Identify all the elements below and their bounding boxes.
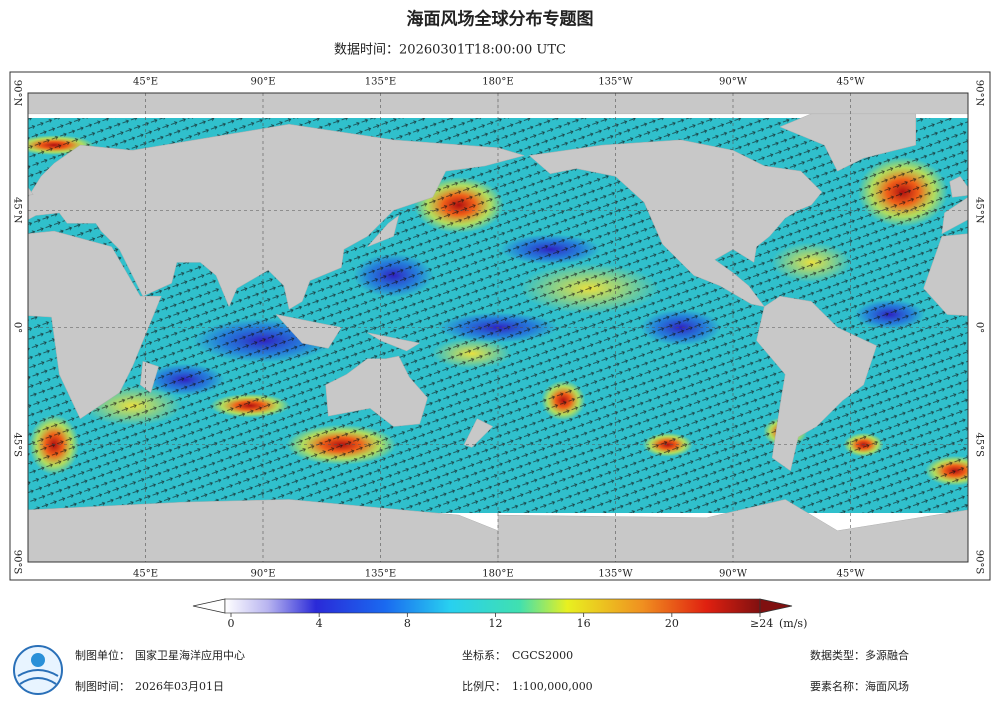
lon-label-bottom: 180°E xyxy=(482,569,513,580)
footer-value: 1:100,000,000 xyxy=(512,680,593,693)
land-mass xyxy=(497,93,968,115)
lat-label-left: 90°S xyxy=(12,550,23,575)
footer-label: 要素名称： xyxy=(810,679,865,693)
lon-label-bottom: 45°W xyxy=(836,569,865,580)
lon-label-top: 45°E xyxy=(133,77,158,88)
lon-label-bottom: 135°W xyxy=(598,569,633,580)
map-body xyxy=(28,93,968,562)
logo xyxy=(13,645,63,695)
footer-label: 数据类型： xyxy=(810,648,865,662)
footer-value: CGCS2000 xyxy=(512,649,573,662)
lon-label-bottom: 45°E xyxy=(133,569,158,580)
subtitle: 数据时间：20260301T18:00:00 UTC xyxy=(334,43,566,58)
land-mass xyxy=(497,499,968,562)
colorbar-tick-label: 20 xyxy=(665,617,679,630)
title: 海面风场全球分布专题图 xyxy=(407,9,594,30)
footer-value: 多源融合 xyxy=(865,648,909,662)
footer-value: 2026年03月01日 xyxy=(135,679,224,693)
colorbar-over xyxy=(759,598,793,614)
colorbar-tick-label: 4 xyxy=(316,617,323,630)
land-mass xyxy=(941,196,968,235)
colorbar-tick-label: ≥24 xyxy=(750,617,773,630)
lat-label-right: 90°S xyxy=(974,550,985,575)
footer-label: 坐标系： xyxy=(462,648,506,662)
land-mass xyxy=(367,214,400,247)
footer-value: 海面风场 xyxy=(865,679,909,693)
footer-label: 制图单位： xyxy=(75,648,130,662)
land-mass xyxy=(28,230,162,420)
colorbar-unit: (m/s) xyxy=(779,617,807,630)
lat-label-right: 45°N xyxy=(974,197,985,224)
lon-label-top: 135°W xyxy=(598,77,633,88)
land-mass xyxy=(28,186,34,196)
outer-frame xyxy=(9,71,991,581)
lon-label-bottom: 90°W xyxy=(719,569,748,580)
lon-label-top: 90°W xyxy=(719,77,748,88)
land xyxy=(28,93,968,562)
colorbar: (m/s) xyxy=(192,598,807,630)
lat-label-right: 90°N xyxy=(974,80,985,107)
lon-label-top: 45°W xyxy=(836,77,865,88)
land-mass xyxy=(949,176,968,198)
land-mass xyxy=(325,355,428,427)
colorbar-tick-label: 0 xyxy=(228,617,235,630)
lon-label-top: 90°E xyxy=(250,77,275,88)
footer-value: 国家卫星海洋应用中心 xyxy=(135,648,245,662)
lat-label-right: 45°S xyxy=(974,432,985,457)
lat-label-left: 90°N xyxy=(12,80,23,107)
land-mass xyxy=(28,93,499,115)
map-frame xyxy=(27,92,969,563)
lat-label-right: 0° xyxy=(974,322,985,333)
land-mass xyxy=(756,295,877,472)
lat-label-left: 45°N xyxy=(12,197,23,224)
lon-label-top: 180°E xyxy=(482,77,513,88)
lon-label-bottom: 135°E xyxy=(365,569,396,580)
lat-label-left: 0° xyxy=(12,322,23,333)
colorbar-tick-label: 16 xyxy=(577,617,591,630)
land-mass xyxy=(275,314,342,349)
footer-label: 比例尺： xyxy=(462,679,506,693)
graticule xyxy=(28,93,968,562)
footer-label: 制图时间： xyxy=(75,680,130,693)
land-mass xyxy=(140,361,159,394)
colorbar-tick-label: 12 xyxy=(489,617,503,630)
lat-label-left: 45°S xyxy=(12,432,23,457)
footer: 制图单位： 国家卫星海洋应用中心 坐标系： CGCS2000 数据类型： 多源融合制图时间… xyxy=(75,648,909,693)
colorbar-ramp xyxy=(224,598,761,614)
land-mass xyxy=(923,233,968,316)
lon-label-bottom: 90°E xyxy=(250,569,275,580)
colorbar-tick-label: 8 xyxy=(404,617,411,630)
lon-label-top: 135°E xyxy=(365,77,396,88)
land-mass xyxy=(463,418,494,448)
colorbar-under xyxy=(192,598,226,614)
land-mass xyxy=(367,332,421,352)
